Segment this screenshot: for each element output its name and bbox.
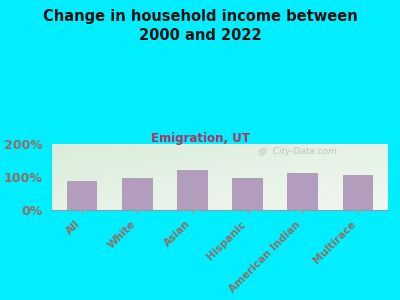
Bar [122,178,152,210]
Bar [177,170,208,210]
Bar [232,178,263,210]
Bar [67,181,98,210]
Text: Emigration, UT: Emigration, UT [150,132,250,145]
Text: @  City-Data.com: @ City-Data.com [258,147,337,156]
Bar [288,173,318,210]
Text: Change in household income between
2000 and 2022: Change in household income between 2000 … [43,9,357,43]
Bar [342,175,373,210]
